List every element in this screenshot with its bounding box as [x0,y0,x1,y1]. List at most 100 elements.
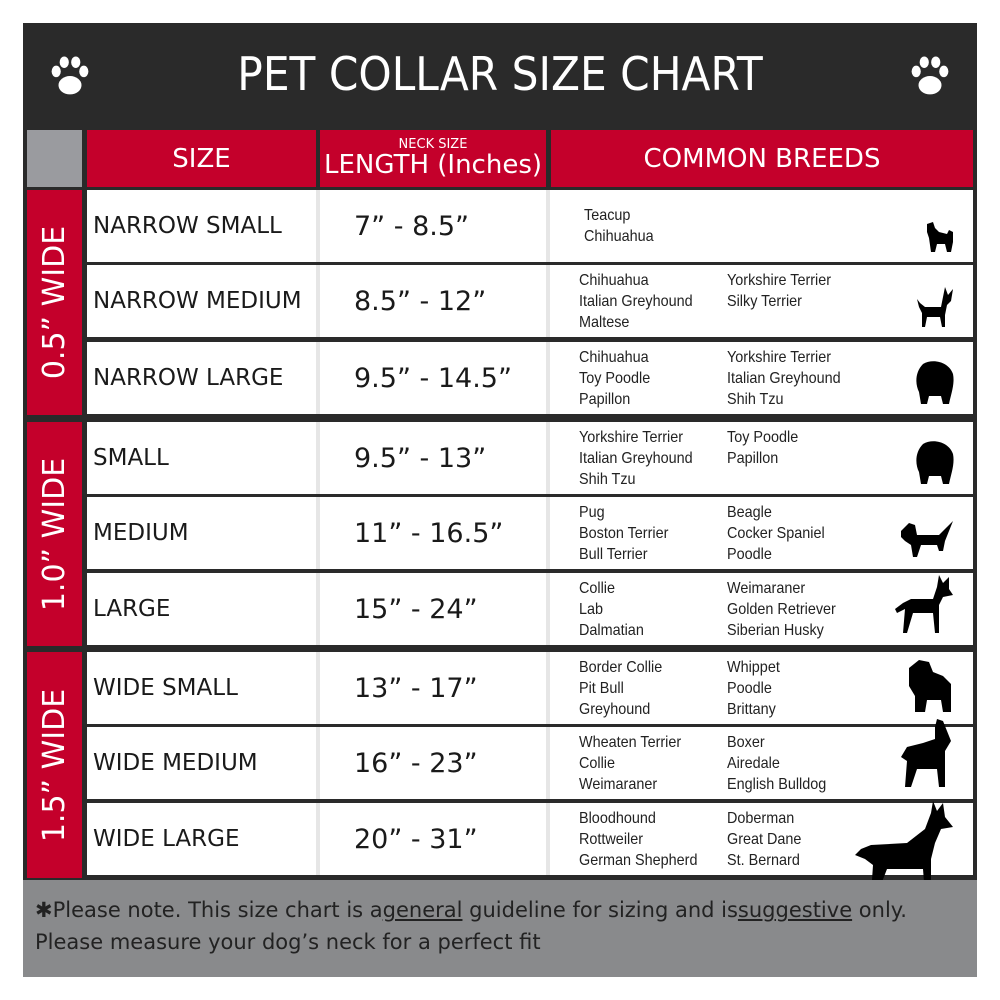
width-group-text: 1.5” WIDE [37,688,73,842]
neck-length: 9.5” - 14.5” [354,362,512,394]
breeds-left: Chihuahua Italian Greyhound Maltese [579,270,693,333]
breeds-left: Chihuahua Toy Poodle Papillon [579,347,650,410]
neck-length: 20” - 31” [354,823,478,855]
doberman-silhouette-icon [847,799,955,903]
neck-length: 13” - 17” [354,672,478,704]
breed-name: German Shepherd [579,852,698,869]
breed-name: Pit Bull [579,680,624,697]
size-row: WIDE SMALL 13” - 17” Border Collie Pit Bull… [87,652,973,724]
column-divider [316,342,320,414]
size-name: WIDE MEDIUM [93,750,258,776]
size-name: WIDE SMALL [93,675,238,701]
breed-name: Brittany [727,701,776,718]
breed-name: Italian Greyhound [579,293,693,310]
breed-name: Greyhound [579,701,651,718]
breeds-left: Yorkshire Terrier Italian Greyhound Shih T… [579,427,693,490]
breeds-cell: Yorkshire Terrier Italian Greyhound Shih T… [551,422,973,494]
breed-name: Bull Terrier [579,546,648,563]
breed-name: Collie [579,755,616,772]
column-divider [546,265,550,337]
breeds-cell: Chihuahua Italian Greyhound Maltese Yorkshi… [551,265,973,337]
width-group-text: 1.0” WIDE [37,457,73,611]
breed-name: Yorkshire Terrier [727,349,832,366]
breed-name: Collie [579,580,616,597]
breeds-cell: Wheaten Terrier Collie Weimaraner Boxer Aire… [551,719,973,799]
column-divider [546,803,550,875]
breed-name: Border Collie [579,659,663,676]
breed-name: Chihuahua [579,349,649,366]
breeds-left: Wheaten Terrier Collie Weimaraner [579,732,681,795]
column-divider [316,652,320,724]
breed-name: Poodle [727,680,772,697]
size-row: NARROW MEDIUM 8.5” - 12” Chihuahua Italian … [87,265,973,337]
size-name: NARROW SMALL [93,213,282,239]
breed-name: Great Dane [727,831,802,848]
breeds-right: Doberman Great Dane St. Bernard [727,808,801,871]
size-row: MEDIUM 11” - 16.5” Pug Boston Terrier Bull T… [87,497,973,569]
breed-name: Poodle [727,546,772,563]
breeds-right: Boxer Airedale English Bulldog [727,732,826,795]
breed-name: Dalmatian [579,622,644,639]
paw-icon [51,56,89,95]
footer-text: ✱Please note. This size chart is a [35,898,383,922]
breeds-cell: Teacup Chihuahua [551,190,973,262]
column-divider [316,265,320,337]
breeds-cell: Pug Boston Terrier Bull Terrier Beagle Cocke… [551,497,973,569]
breeds-left: Bloodhound Rottweiler German Shepherd [579,808,697,871]
breed-name: Papillon [579,391,631,408]
footer-text: only. [852,898,907,922]
breed-name: Toy Poodle [579,370,651,387]
header-size: SIZE [87,130,316,187]
column-divider [546,422,550,494]
breeds-cell: Bloodhound Rottweiler German Shepherd Dober… [551,801,973,895]
size-row: NARROW SMALL 7” - 8.5” Teacup Chihuahua [87,190,973,262]
breed-name: Airedale [727,755,780,772]
size-name: WIDE LARGE [93,826,240,852]
footer-note: ✱Please note. This size chart is agenera… [23,880,977,977]
neck-length: 16” - 23” [354,747,478,779]
breed-name: St. Bernard [727,852,800,869]
yorkie-silhouette-icon [925,220,955,258]
breed-name: English Bulldog [727,776,827,793]
header-corner [27,130,82,187]
width-group-text: 0.5” WIDE [37,225,73,380]
neck-length: 7” - 8.5” [354,210,470,242]
size-row: WIDE LARGE 20” - 31” Bloodhound Rottweiler G… [87,801,973,895]
breed-name: Cocker Spaniel [727,525,825,542]
size-name: LARGE [93,596,171,622]
breeds-left: Teacup Chihuahua [584,205,654,247]
column-divider [316,422,320,494]
column-divider [546,727,550,799]
breeds-left: Pug Boston Terrier Bull Terrier [579,502,668,565]
footer-underline: suggestive [737,898,853,922]
column-divider [316,727,320,799]
shepherd-silhouette-icon [893,573,955,641]
width-group-label: 0.5” WIDE [27,190,82,415]
column-divider [316,190,320,262]
footer-text: guideline for sizing and is [462,898,738,922]
breed-name: Italian Greyhound [579,450,693,467]
header-size-label: SIZE [172,143,231,174]
breeds-left: Collie Lab Dalmatian [579,578,644,641]
breed-name: Lab [579,601,604,618]
breed-name: Chihuahua [579,272,649,289]
column-divider [546,573,550,645]
breeds-cell: Border Collie Pit Bull Greyhound Whippet Poo… [551,652,973,724]
header-breeds-label: COMMON BREEDS [643,143,881,174]
footer-underline: general [382,898,463,922]
neck-length: 9.5” - 13” [354,442,487,474]
breeds-cell: Collie Lab Dalmatian Weimaraner Golden Retri… [551,573,973,645]
size-row: SMALL 9.5” - 13” Yorkshire Terrier Italian … [87,422,973,494]
width-group-label: 1.5” WIDE [27,652,82,878]
width-group-label: 1.0” WIDE [27,422,82,646]
pomeranian-silhouette-icon [915,440,955,490]
header-length: NECK SIZE LENGTH (Inches) [320,130,546,187]
breed-name: Maltese [579,314,630,331]
breed-name: Silky Terrier [727,293,802,310]
header-breeds: COMMON BREEDS [551,130,973,187]
breeds-cell: Chihuahua Toy Poodle Papillon Yorkshire Ter… [551,342,973,414]
bulldog-silhouette-icon [905,658,955,720]
footer-line-1: ✱Please note. This size chart is agenera… [35,894,965,926]
paw-icon [911,56,949,95]
chart-title: PET COLLAR SIZE CHART [237,47,763,101]
